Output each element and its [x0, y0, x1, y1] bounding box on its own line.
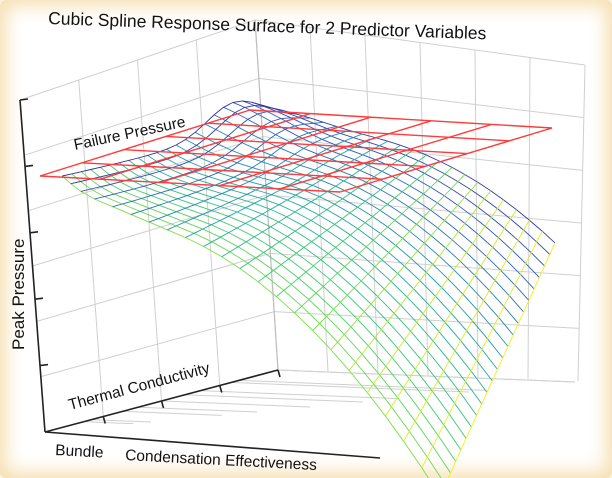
plane-grid-line — [159, 116, 372, 184]
grid-line — [239, 379, 487, 391]
plane-grid-line — [339, 127, 553, 193]
surface-mesh-line — [366, 199, 504, 393]
y-tick — [277, 369, 281, 378]
axes — [19, 98, 381, 459]
surface-mesh-line — [348, 190, 492, 371]
grid-line — [277, 369, 576, 383]
surface-mesh-line — [330, 182, 479, 350]
surface-mesh-line — [94, 117, 311, 200]
z-axis — [19, 99, 46, 433]
plane-grid-line — [123, 148, 425, 168]
surface-mesh-line — [447, 242, 556, 478]
plane-grid-line — [279, 123, 492, 190]
y-tick — [160, 400, 165, 409]
grid-edge — [254, 19, 279, 371]
surface-mesh-line — [421, 230, 543, 469]
response-surface — [61, 100, 556, 478]
surface-mesh-line — [223, 106, 530, 301]
grid-line — [364, 34, 379, 374]
grid-line — [184, 394, 364, 403]
surface-mesh-line — [62, 100, 272, 177]
surface-mesh-line — [312, 174, 466, 331]
surface-mesh-line — [385, 209, 517, 417]
grid-line — [200, 390, 399, 400]
grid-line — [83, 421, 134, 425]
plane-grid-line — [207, 122, 510, 142]
surface-mesh-line — [109, 164, 467, 439]
surface-mesh-line — [261, 104, 551, 255]
surface-mesh-line — [130, 125, 337, 215]
surface-mesh-line — [257, 154, 427, 283]
surface-mesh-line — [185, 137, 376, 238]
surface-mesh-line — [167, 133, 363, 231]
z-tick — [24, 164, 34, 168]
surface-mesh-line — [71, 173, 442, 478]
grid-line — [161, 400, 311, 408]
grid-line — [195, 39, 221, 386]
grid-line — [138, 406, 258, 413]
chart-title: Cubic Spline Response Surface for 2 Pred… — [48, 8, 487, 43]
grid-line — [231, 381, 470, 393]
z-tick — [34, 297, 44, 300]
plane-grid-line — [39, 175, 341, 193]
grid-line — [122, 410, 222, 416]
surface-mesh-line — [276, 160, 440, 297]
x-axis-label-bundle: Bundle — [55, 442, 104, 462]
plane-grid-line — [249, 109, 553, 129]
grid-line — [527, 57, 531, 380]
surface-mesh-line — [403, 219, 530, 442]
plane-grid-line — [219, 120, 432, 187]
z-tick — [29, 231, 39, 234]
plane-grid-line — [165, 135, 468, 155]
floor-grid — [83, 369, 576, 425]
surface-mesh-line — [148, 129, 350, 223]
plane-grid-line — [99, 112, 311, 180]
plane-grid-line — [39, 109, 251, 177]
grid-line — [78, 79, 104, 417]
y-tick — [218, 385, 223, 393]
surface-mesh-line — [80, 111, 297, 192]
back-grid — [19, 19, 586, 417]
z-tick — [19, 98, 29, 101]
grid-line — [91, 419, 152, 423]
grid-line — [419, 42, 429, 376]
failure-pressure-plane — [39, 109, 553, 193]
z-axis-label: Peak Pressure — [9, 239, 28, 351]
grid-line — [137, 59, 162, 402]
surface-mesh-line — [239, 149, 414, 269]
surface-mesh-line — [156, 152, 493, 382]
x-axis — [44, 431, 381, 459]
y-tick — [102, 416, 107, 424]
surface-mesh-line — [294, 167, 453, 314]
z-tick — [39, 363, 49, 367]
y-axis-label: Thermal Conductivity — [67, 360, 212, 414]
plane-grid-line — [81, 162, 383, 180]
grid-line — [474, 49, 479, 378]
grid-line — [577, 64, 586, 382]
surface-mesh-line — [203, 140, 389, 247]
